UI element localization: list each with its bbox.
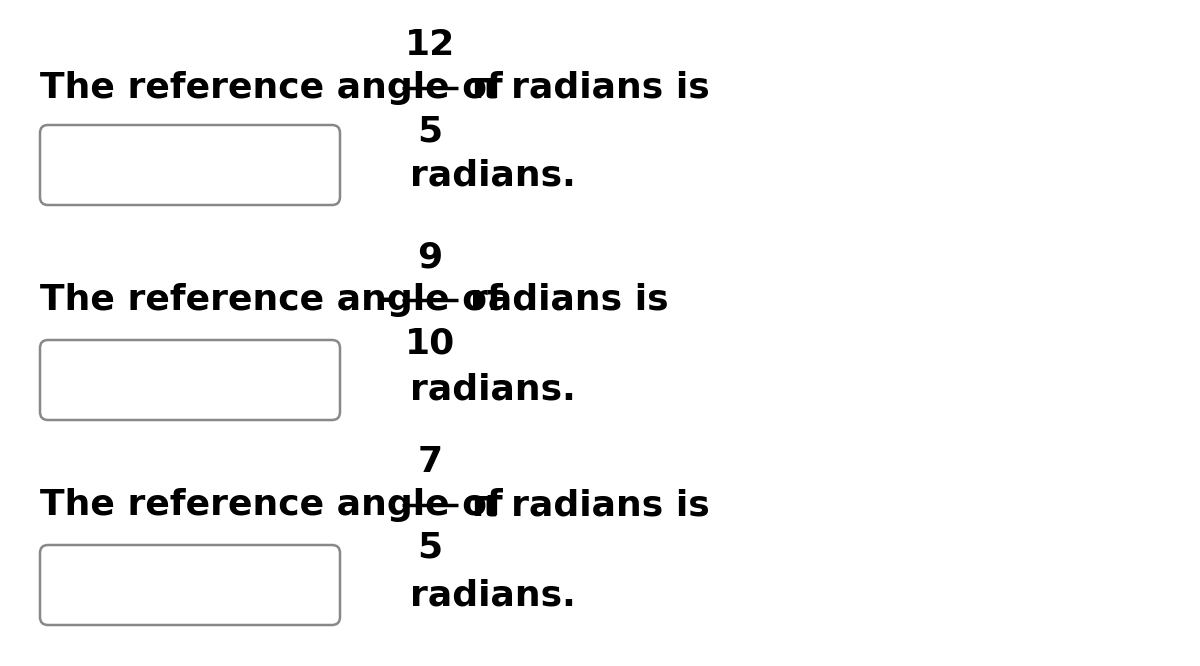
Text: The reference angle of: The reference angle of bbox=[40, 283, 515, 317]
Text: –: – bbox=[376, 283, 394, 317]
Text: 7: 7 bbox=[418, 445, 443, 479]
Text: 12: 12 bbox=[404, 28, 455, 62]
Text: π radians is: π radians is bbox=[470, 71, 709, 105]
Text: radians is: radians is bbox=[470, 283, 668, 317]
Text: 5: 5 bbox=[418, 114, 443, 148]
Text: The reference angle of: The reference angle of bbox=[40, 71, 515, 105]
Text: 5: 5 bbox=[418, 531, 443, 565]
FancyBboxPatch shape bbox=[40, 545, 340, 625]
Text: radians.: radians. bbox=[410, 158, 576, 192]
Text: The reference angle of: The reference angle of bbox=[40, 488, 515, 522]
FancyBboxPatch shape bbox=[40, 125, 340, 205]
Text: radians.: radians. bbox=[410, 578, 576, 612]
Text: radians.: radians. bbox=[410, 373, 576, 407]
Text: 10: 10 bbox=[404, 326, 455, 360]
Text: π radians is: π radians is bbox=[470, 488, 709, 522]
FancyBboxPatch shape bbox=[40, 340, 340, 420]
Text: 9: 9 bbox=[418, 240, 443, 274]
